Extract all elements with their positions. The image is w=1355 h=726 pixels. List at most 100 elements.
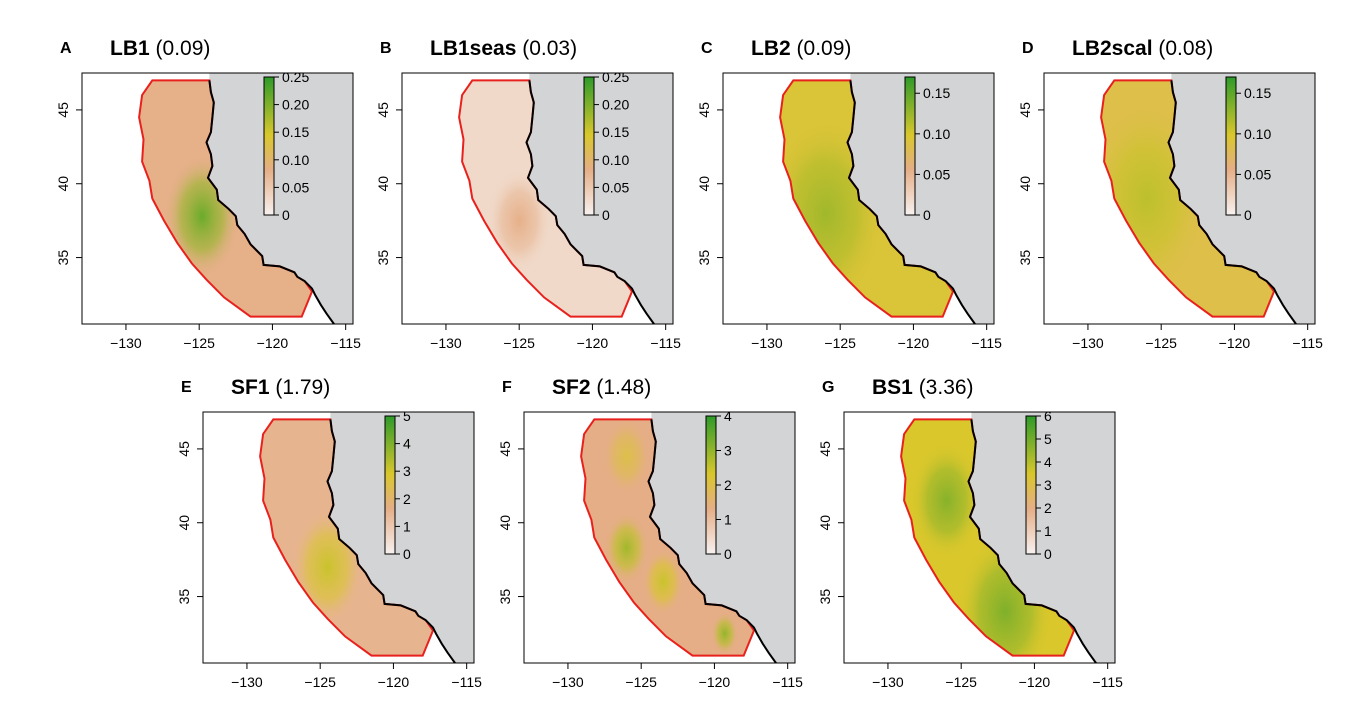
model-score: (3.36) <box>913 376 974 399</box>
y-tick-label: 40 <box>497 515 513 531</box>
y-tick-label: 45 <box>176 441 192 457</box>
y-tick-label: 40 <box>55 176 71 192</box>
y-tick-label: 35 <box>1017 250 1033 266</box>
x-tick-label: −115 <box>330 335 361 351</box>
x-tick-label: −125 <box>824 335 856 351</box>
color-legend: 0 1 2 3 4 5 6 <box>1025 408 1052 562</box>
legend-tick-label: 0.10 <box>282 152 309 168</box>
panel-letter: C <box>701 40 713 57</box>
panel-c: −130 −125 −120 −115 35 40 45 0 0.05 0.10 0.15 C LB2 … <box>696 37 1002 351</box>
y-tick-label: 45 <box>55 102 71 118</box>
x-tick-label: −115 <box>1092 674 1123 690</box>
land-area <box>648 412 795 663</box>
legend-colorbar <box>705 415 717 555</box>
heatmap-hotspot <box>604 512 649 584</box>
panel-letter: D <box>1022 40 1034 57</box>
coastline <box>846 80 976 325</box>
land-area <box>327 412 474 663</box>
x-tick-label: −115 <box>650 335 681 351</box>
model-name: SF1 <box>231 376 270 399</box>
panel-title: SF1 (1.79) <box>231 376 330 399</box>
panel-letter: B <box>380 40 392 57</box>
color-legend: 0 0.05 0.10 0.15 0.20 0.25 <box>263 69 309 223</box>
x-tick-label: −120 <box>1219 335 1251 351</box>
legend-tick-label: 0.25 <box>602 69 629 85</box>
x-tick-label: −125 <box>304 674 336 690</box>
coastline <box>1167 80 1297 325</box>
x-tick-label: −130 <box>1072 335 1104 351</box>
legend-tick-label: 0.15 <box>1244 85 1271 101</box>
y-tick-label: 35 <box>176 589 192 605</box>
coastline <box>967 419 1097 664</box>
legend-tick-label: 0.15 <box>923 85 950 101</box>
x-tick-label: −130 <box>231 674 263 690</box>
panel-letter: G <box>822 379 834 396</box>
y-tick-label: 40 <box>1017 176 1033 192</box>
x-tick-label: −130 <box>430 335 462 351</box>
model-name: SF2 <box>552 376 591 399</box>
x-tick-label: −120 <box>257 335 289 351</box>
legend-colorbar <box>583 76 595 216</box>
heatmap-hotspot <box>711 612 738 655</box>
legend-tick-label: 0.15 <box>282 124 309 140</box>
y-tick-label: 35 <box>817 589 833 605</box>
legend-tick-label: 0.20 <box>282 97 309 113</box>
legend-tick-label: 0.10 <box>1244 126 1271 142</box>
legend-tick-label: 2 <box>724 477 732 493</box>
legend-colorbar <box>263 76 275 216</box>
y-tick-label: 35 <box>55 250 71 266</box>
legend-tick-label: 0.05 <box>602 179 629 195</box>
legend-colorbar <box>904 76 916 216</box>
x-tick-label: −120 <box>1019 674 1051 690</box>
legend-tick-label: 0.05 <box>1244 166 1271 182</box>
x-tick-label: −130 <box>872 674 904 690</box>
legend-tick-label: 0 <box>923 207 931 223</box>
x-tick-label: −125 <box>1145 335 1177 351</box>
y-tick-label: 45 <box>696 102 712 118</box>
x-tick-label: −125 <box>503 335 535 351</box>
land-area <box>1168 73 1315 324</box>
x-tick-label: −130 <box>552 674 584 690</box>
panel-b: −130 −125 −120 −11535404500.050.100.150.200… <box>375 37 681 351</box>
y-tick-label: 40 <box>696 176 712 192</box>
model-name: BS1 <box>872 376 913 399</box>
legend-tick-label: 4 <box>724 408 732 424</box>
y-tick-label: 45 <box>375 102 391 118</box>
plot-frame <box>401 72 674 325</box>
model-name: LB1 <box>110 37 150 60</box>
legend-tick-label: 3 <box>724 443 732 459</box>
x-tick-label: −115 <box>1292 335 1323 351</box>
x-tick-label: −120 <box>378 674 410 690</box>
heatmap-hotspot <box>911 443 982 558</box>
panel-title: LB1 (0.09) <box>110 37 210 60</box>
legend-tick-label: 0.10 <box>923 126 950 142</box>
legend-tick-label: 0 <box>1244 207 1252 223</box>
legend-tick-label: 0 <box>282 207 290 223</box>
legend-tick-label: 2 <box>1044 500 1052 516</box>
color-legend: 0 0.05 0.10 0.15 0.20 0.25 <box>583 69 629 223</box>
legend-tick-label: 6 <box>1044 408 1052 424</box>
legend-tick-label: 0 <box>724 546 732 562</box>
panel-a: −130 −125 −120 −11535404500.050.100.150.200… <box>55 37 361 351</box>
plot-frame <box>722 72 995 325</box>
plot-frame <box>1043 72 1316 325</box>
land-area <box>968 412 1115 663</box>
x-tick-label: −125 <box>945 674 977 690</box>
y-tick-label: 35 <box>696 250 712 266</box>
coastline <box>326 419 456 664</box>
model-name: LB1seas <box>430 37 516 60</box>
legend-tick-label: 0.25 <box>282 69 309 85</box>
legend-colorbar <box>1225 76 1237 216</box>
model-score: (1.48) <box>591 376 652 399</box>
legend-tick-label: 1 <box>724 512 732 528</box>
x-tick-label: −120 <box>577 335 609 351</box>
legend-tick-label: 3 <box>403 463 411 479</box>
model-score: (0.03) <box>516 37 577 60</box>
y-tick-label: 35 <box>497 589 513 605</box>
legend-tick-label: 3 <box>1044 477 1052 493</box>
x-tick-label: −125 <box>625 674 657 690</box>
model-name: LB2 <box>751 37 791 60</box>
